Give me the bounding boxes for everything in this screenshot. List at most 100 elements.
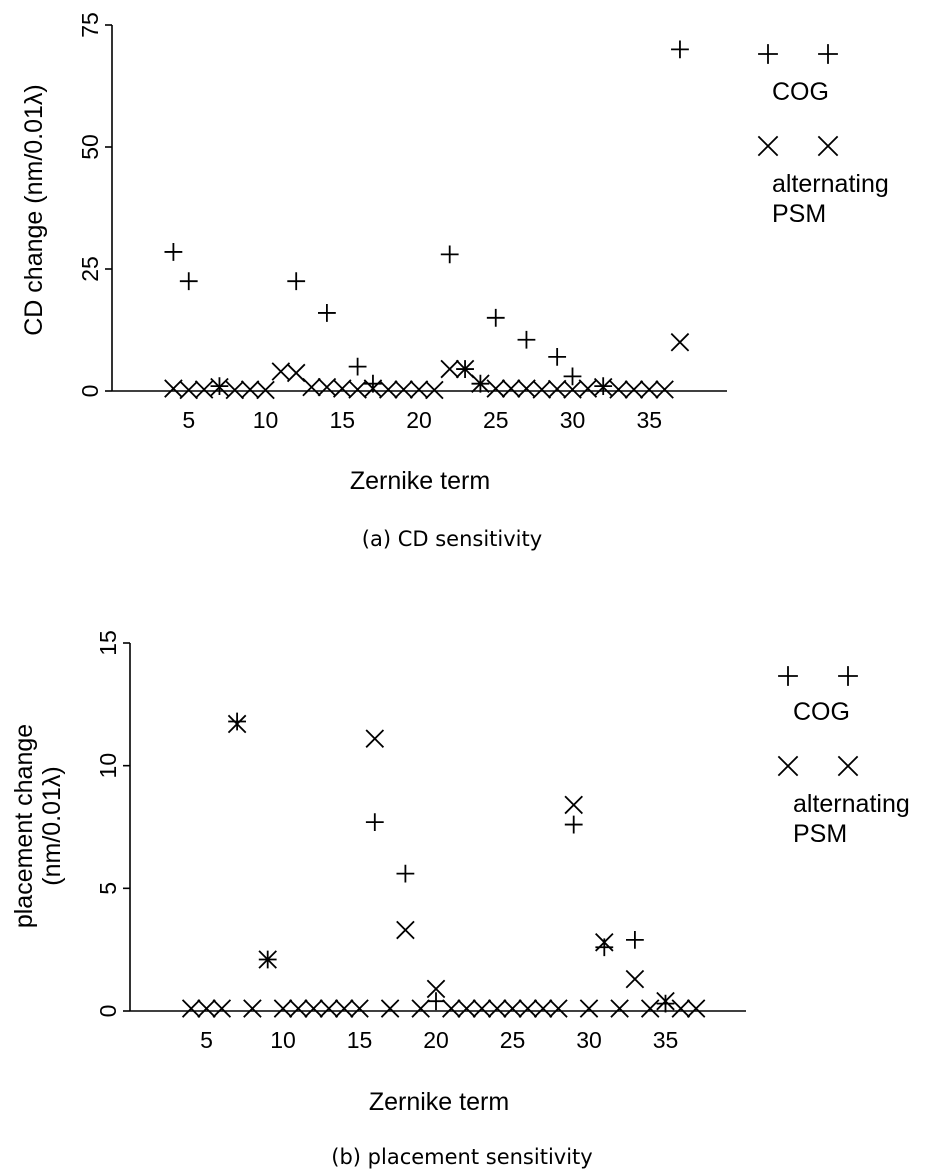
axes-b [129, 643, 746, 1012]
data-point-alternating-psm [579, 999, 599, 1018]
data-point-alternating-psm [379, 380, 398, 399]
data-point-alternating-psm [457, 999, 476, 1018]
data-point-alternating-psm [670, 332, 690, 352]
data-point-cog [671, 40, 689, 59]
legend-plus-marker [818, 44, 838, 64]
caption-b: (b) placement sensitivity [331, 1145, 592, 1169]
y-tick-label: 25 [77, 256, 103, 282]
data-point-alternating-psm [243, 999, 262, 1018]
data-point-alternating-psm [472, 999, 492, 1018]
data-point-alternating-psm [271, 362, 291, 381]
data-point-alternating-psm [350, 999, 369, 1018]
legend-marker-cog-a [758, 44, 838, 64]
data-point-cog [563, 367, 582, 386]
legend-cross-marker [817, 135, 839, 157]
data-point-alternating-psm [503, 999, 522, 1018]
y-tick-label: 10 [95, 753, 121, 779]
data-point-cog [517, 330, 536, 349]
x-tick-label: 15 [347, 1027, 373, 1053]
data-point-alternating-psm [334, 999, 354, 1018]
data-point-alternating-psm [609, 380, 628, 399]
data-point-alternating-psm [518, 999, 538, 1018]
y-ticks-a: 0 25 50 75 [77, 12, 112, 397]
data-point-alternating-psm [304, 999, 323, 1018]
data-point-alternating-psm [365, 729, 385, 748]
data-point-alternating-psm [639, 380, 659, 399]
series-alternating-psm [181, 714, 706, 1018]
panel-b-placement-sensitivity: 0 5 10 15 5 10 15 20 25 30 35 placement change (nm… [10, 630, 910, 1169]
x-tick-label: 15 [329, 407, 355, 433]
legend-cross-marker [757, 135, 779, 157]
caption-a: (a) CD sensitivity [362, 527, 542, 551]
series-cog [164, 40, 689, 396]
legend-marker-alt-psm-b [777, 755, 859, 777]
data-point-alternating-psm [501, 379, 521, 398]
y-tick-label: 5 [95, 882, 121, 895]
data-point-cog [396, 864, 415, 883]
legend-plus-marker [778, 666, 798, 686]
data-point-alternating-psm [289, 999, 308, 1018]
y-tick-label: 0 [95, 1005, 121, 1018]
legend-label-line: PSM [793, 820, 847, 848]
data-point-cog [486, 308, 505, 327]
data-point-alternating-psm [517, 379, 536, 398]
y-ticks-b: 0 5 10 15 [95, 630, 130, 1017]
data-point-cog [365, 813, 384, 831]
data-point-cog [564, 815, 583, 834]
data-point-alternating-psm [532, 380, 552, 399]
legend-label-line: PSM [772, 200, 826, 228]
data-point-alternating-psm [317, 377, 337, 397]
data-point-alternating-psm [409, 380, 429, 399]
data-point-cog [427, 992, 445, 1011]
legend-cross-marker [777, 755, 799, 777]
data-point-alternating-psm [273, 999, 293, 1018]
legend-plus-marker [758, 44, 778, 64]
marks-b [181, 712, 706, 1018]
data-point-cog [179, 272, 198, 291]
x-tick-label: 25 [500, 1027, 526, 1053]
data-point-cog [440, 245, 459, 264]
y-tick-label: 15 [95, 630, 121, 656]
data-point-cog [164, 243, 183, 261]
data-point-cog [656, 994, 675, 1013]
data-point-alternating-psm [380, 999, 400, 1018]
y-tick-label: 50 [77, 134, 103, 160]
data-point-alternating-psm [486, 379, 506, 398]
data-point-alternating-psm [578, 379, 598, 398]
x-tick-label: 30 [576, 1027, 602, 1053]
data-point-alternating-psm [686, 999, 706, 1018]
y-axis-label-line: (nm/0.01λ) [38, 766, 66, 885]
x-tick-label: 35 [636, 407, 662, 433]
y-axis-label-a: CD change (nm/0.01λ) [20, 84, 48, 336]
y-axis-label-line: placement change [10, 724, 38, 928]
data-point-alternating-psm [394, 380, 413, 399]
data-point-alternating-psm [332, 379, 352, 398]
data-point-alternating-psm [425, 380, 444, 400]
data-point-cog [548, 347, 567, 366]
data-point-alternating-psm [164, 379, 183, 398]
data-point-alternating-psm [547, 379, 567, 399]
data-point-alternating-psm [256, 380, 275, 400]
data-point-alternating-psm [564, 795, 583, 815]
x-tick-label: 25 [483, 407, 509, 433]
y-tick-label: 0 [77, 385, 103, 398]
data-point-alternating-psm [442, 999, 461, 1018]
data-point-alternating-psm [426, 979, 446, 999]
data-point-cog [348, 357, 367, 376]
legend-marker-alt-psm-a [757, 135, 839, 157]
data-point-alternating-psm [286, 363, 306, 383]
data-point-alternating-psm [610, 999, 629, 1018]
data-point-alternating-psm [227, 714, 247, 734]
x-tick-label: 10 [270, 1027, 296, 1053]
data-point-alternating-psm [625, 969, 645, 989]
legend-a: COG alternating PSM [757, 44, 889, 228]
data-point-cog [318, 304, 336, 322]
x-tick-label: 35 [653, 1027, 679, 1053]
data-point-alternating-psm [440, 359, 459, 379]
x-ticks-a: 5 10 15 20 25 30 35 [182, 407, 662, 433]
axes-a [111, 25, 727, 392]
x-ticks-b: 5 10 15 20 25 30 35 [200, 1027, 678, 1053]
data-point-alternating-psm [471, 374, 490, 393]
data-point-alternating-psm [210, 377, 229, 397]
